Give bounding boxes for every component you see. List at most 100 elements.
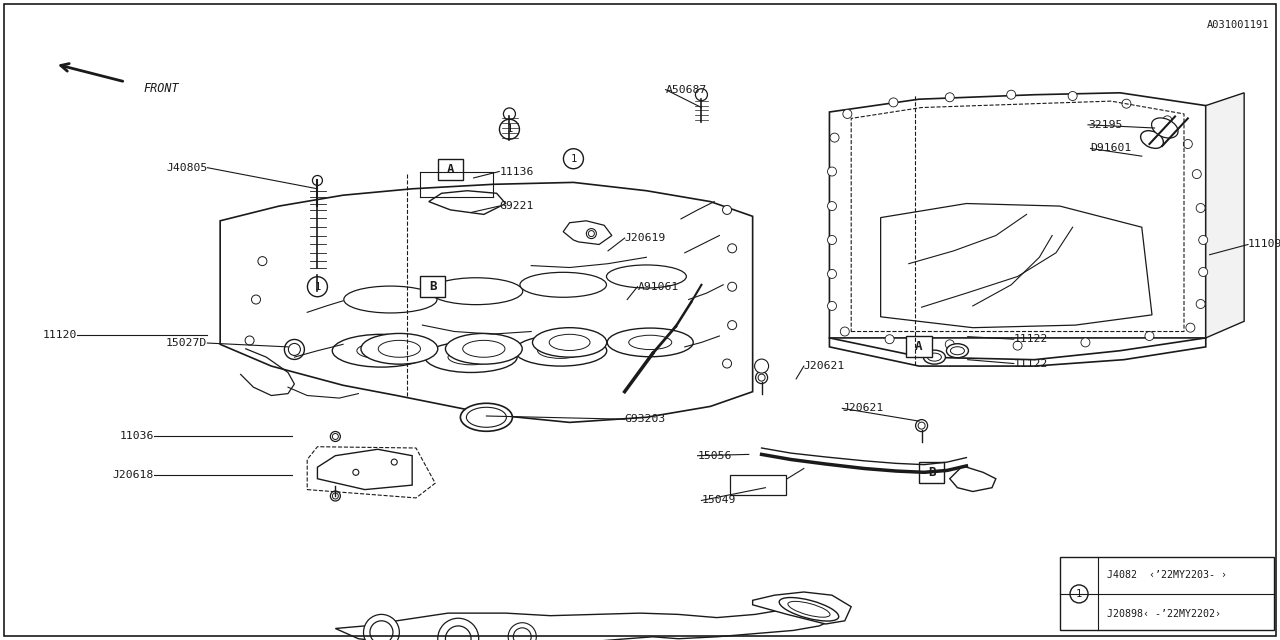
Text: 11109: 11109 [1248, 239, 1280, 250]
Text: 1: 1 [571, 154, 576, 164]
Text: G93203: G93203 [625, 414, 666, 424]
Bar [906, 337, 932, 357]
Ellipse shape [379, 340, 420, 357]
Circle shape [727, 321, 737, 330]
Ellipse shape [445, 333, 522, 364]
Circle shape [288, 344, 301, 355]
Text: 11122: 11122 [1014, 334, 1048, 344]
Ellipse shape [344, 286, 436, 313]
Text: J20619: J20619 [625, 233, 666, 243]
Circle shape [722, 205, 732, 214]
Text: J20621: J20621 [842, 403, 883, 413]
Circle shape [829, 133, 840, 142]
Text: 15056: 15056 [698, 451, 732, 461]
Text: 11036: 11036 [119, 431, 154, 442]
Circle shape [563, 148, 584, 169]
Text: 11122: 11122 [1014, 358, 1048, 369]
Ellipse shape [532, 328, 607, 357]
Circle shape [499, 119, 520, 140]
Circle shape [842, 109, 852, 118]
Ellipse shape [466, 407, 507, 428]
Ellipse shape [333, 334, 430, 367]
Ellipse shape [1140, 131, 1164, 148]
Circle shape [244, 336, 255, 345]
Polygon shape [881, 204, 1152, 328]
Bar [1060, 557, 1274, 630]
Text: J4082  ‹’22MY2203- ›: J4082 ‹’22MY2203- › [1107, 570, 1228, 580]
Circle shape [1196, 300, 1206, 308]
Circle shape [827, 236, 837, 244]
Circle shape [727, 244, 737, 253]
Circle shape [1192, 170, 1202, 179]
Text: J40805: J40805 [166, 163, 207, 173]
Text: A: A [915, 340, 923, 353]
Polygon shape [1206, 93, 1244, 338]
Ellipse shape [463, 340, 506, 357]
Ellipse shape [461, 403, 512, 431]
Circle shape [1162, 116, 1172, 125]
Circle shape [945, 93, 955, 102]
Bar [420, 276, 445, 297]
Circle shape [257, 257, 268, 266]
Circle shape [330, 491, 340, 501]
Circle shape [758, 374, 765, 381]
Circle shape [251, 295, 261, 304]
Text: B: B [429, 280, 436, 293]
Text: B: B [928, 466, 936, 479]
Bar [438, 159, 463, 180]
Polygon shape [753, 592, 851, 624]
Ellipse shape [361, 333, 438, 364]
Ellipse shape [515, 335, 607, 366]
Circle shape [827, 301, 837, 310]
Text: 15027D: 15027D [166, 338, 207, 348]
Polygon shape [335, 602, 845, 640]
Circle shape [370, 621, 393, 640]
Polygon shape [829, 338, 1206, 366]
Circle shape [827, 167, 837, 176]
Circle shape [1012, 341, 1023, 350]
Circle shape [1070, 585, 1088, 603]
Circle shape [307, 276, 328, 297]
Circle shape [438, 618, 479, 640]
Ellipse shape [607, 328, 694, 356]
Circle shape [915, 420, 928, 431]
Circle shape [722, 359, 732, 368]
Text: 11136: 11136 [499, 166, 534, 177]
Circle shape [1080, 338, 1091, 347]
Ellipse shape [628, 335, 672, 349]
Text: J20621: J20621 [804, 361, 845, 371]
Polygon shape [829, 93, 1206, 338]
Circle shape [727, 282, 737, 291]
Text: 11120: 11120 [42, 330, 77, 340]
Ellipse shape [946, 344, 969, 358]
Text: J20898‹ -’22MY2202›: J20898‹ -’22MY2202› [1107, 609, 1221, 620]
Circle shape [445, 626, 471, 640]
Polygon shape [563, 221, 612, 244]
Polygon shape [429, 191, 506, 214]
Ellipse shape [923, 350, 946, 364]
Text: G9221: G9221 [499, 201, 534, 211]
Circle shape [755, 372, 768, 383]
Ellipse shape [788, 602, 829, 617]
Text: J20618: J20618 [113, 470, 154, 480]
Circle shape [284, 339, 305, 360]
Ellipse shape [538, 343, 584, 358]
Ellipse shape [951, 347, 964, 355]
Circle shape [755, 359, 768, 373]
Circle shape [1198, 236, 1208, 244]
Text: 1: 1 [315, 282, 320, 292]
Circle shape [586, 228, 596, 239]
Circle shape [945, 340, 955, 349]
Circle shape [918, 422, 925, 429]
Circle shape [392, 459, 397, 465]
Circle shape [840, 327, 850, 336]
Circle shape [589, 230, 594, 237]
Ellipse shape [607, 265, 686, 288]
Circle shape [312, 175, 323, 186]
Circle shape [827, 202, 837, 211]
Ellipse shape [425, 342, 517, 372]
Circle shape [513, 628, 531, 640]
Ellipse shape [928, 353, 941, 361]
Circle shape [888, 98, 899, 107]
Text: 1: 1 [507, 124, 512, 134]
